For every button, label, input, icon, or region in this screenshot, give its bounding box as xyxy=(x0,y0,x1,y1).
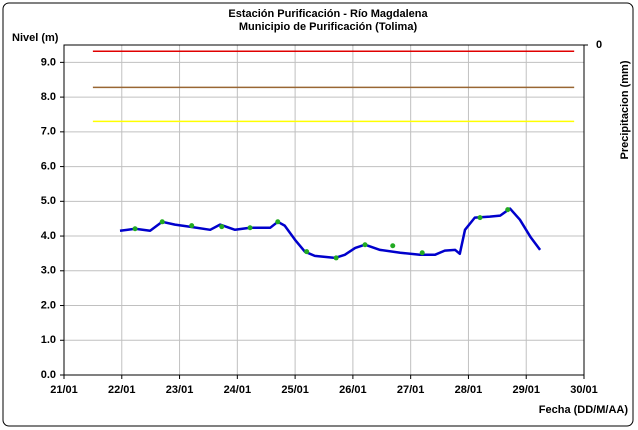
x-tick-label: 28/01 xyxy=(455,384,483,396)
data-point xyxy=(219,224,225,230)
data-point xyxy=(159,219,165,225)
y-tick-label: 6.0 xyxy=(41,160,56,172)
y-tick-label: 3.0 xyxy=(41,265,56,277)
data-point xyxy=(477,215,483,221)
data-point xyxy=(247,225,253,231)
y-tick-label: 8.0 xyxy=(41,91,56,103)
y2-axis-label: Precipitacion (mm) xyxy=(619,60,631,159)
x-tick-label: 29/01 xyxy=(512,384,540,396)
data-point xyxy=(419,250,425,256)
chart-frame xyxy=(2,2,634,427)
y-tick-label: 2.0 xyxy=(41,299,56,311)
y-axis-label: Nivel (m) xyxy=(12,32,59,44)
y-tick-label: 1.0 xyxy=(41,334,56,346)
plot-border xyxy=(63,44,585,376)
data-point xyxy=(362,242,368,248)
x-tick-label: 27/01 xyxy=(397,384,425,396)
y2-tick-label: 0 xyxy=(596,39,602,51)
x-tick-label: 23/01 xyxy=(166,384,194,396)
x-tick-label: 21/01 xyxy=(50,384,78,396)
x-axis-label: Fecha (DD/M/AA) xyxy=(539,404,629,416)
x-tick-label: 30/01 xyxy=(570,384,598,396)
data-point xyxy=(275,219,281,225)
chart-title: Estación Purificación - Río Magdalena xyxy=(228,8,428,20)
x-tick-label: 24/01 xyxy=(224,384,252,396)
y-tick-label: 9.0 xyxy=(41,56,56,68)
data-point xyxy=(189,223,195,229)
x-tick-label: 22/01 xyxy=(108,384,136,396)
data-point xyxy=(304,249,310,255)
y-tick-label: 4.0 xyxy=(41,230,56,242)
y-tick-label: 7.0 xyxy=(41,126,56,138)
x-tick-label: 25/01 xyxy=(281,384,309,396)
y-tick-label: 0.0 xyxy=(41,369,56,381)
data-point xyxy=(333,255,339,261)
y-tick-label: 5.0 xyxy=(41,195,56,207)
data-point xyxy=(390,243,396,249)
data-point xyxy=(132,226,138,232)
data-point xyxy=(505,207,511,213)
chart-subtitle: Municipio de Purificación (Tolima) xyxy=(239,21,418,33)
x-tick-label: 26/01 xyxy=(339,384,367,396)
